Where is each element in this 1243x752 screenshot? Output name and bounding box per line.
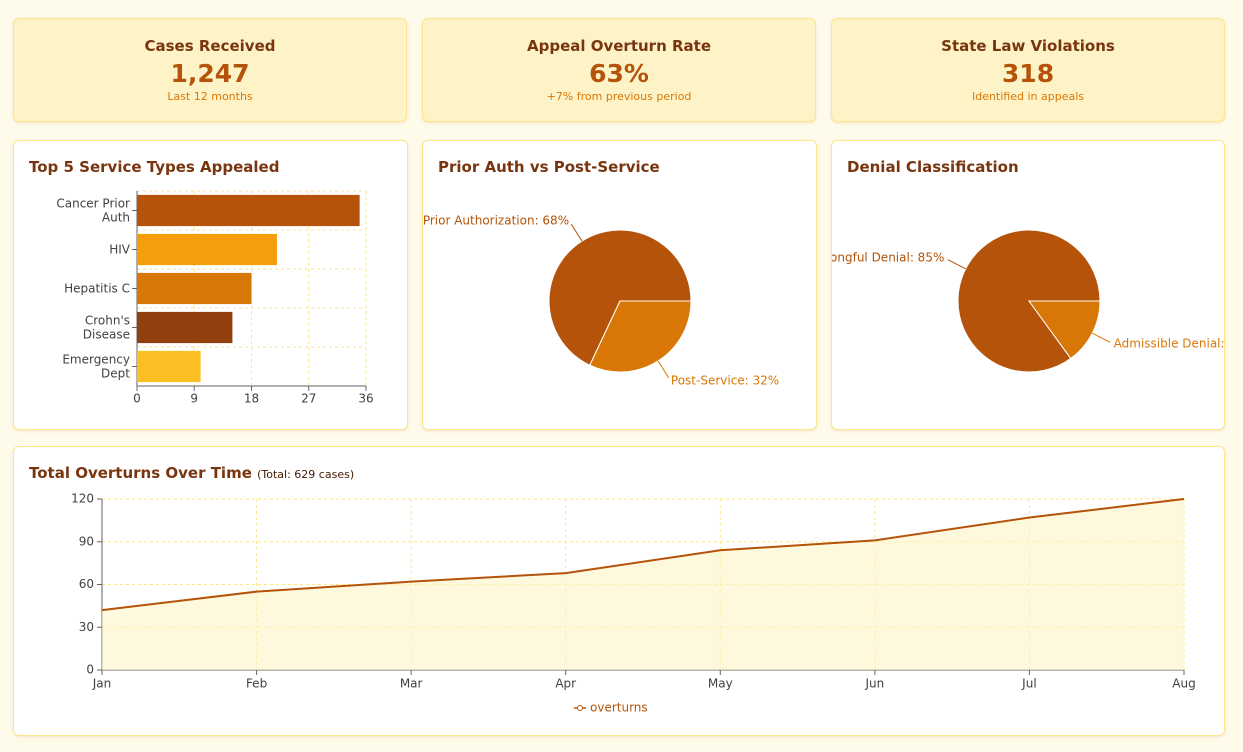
slice-label: Admissible Denial: 15% — [1114, 337, 1225, 351]
x-tick-label: 18 — [244, 392, 259, 406]
chart-card: 0 9 18 27 36 Cancer Prior Auth HIV Hepatitis C Cr… — [13, 140, 408, 430]
y-tick-label: 120 — [71, 492, 94, 506]
y-tick-label: Hepatitis C — [64, 281, 130, 295]
kpi-title: State Law Violations — [941, 37, 1115, 55]
pie-slice — [548, 229, 692, 366]
chart: 0 9 18 27 36 Cancer Prior Auth HIV Hepatitis C Cr… — [56, 190, 374, 406]
label-line — [657, 360, 670, 379]
chart-title: Prior Auth vs Post-Service — [438, 158, 660, 176]
label-line — [947, 259, 966, 270]
y-tick-label: Crohn's Disease — [83, 313, 130, 341]
legend-label: overturns — [590, 701, 648, 715]
x-tick-label: 36 — [358, 392, 373, 406]
slice-label: Post-Service: 32% — [671, 374, 779, 388]
chart-card: Wrongful Denial: 85% Admissible Denial: 1… — [831, 140, 1225, 430]
x-tick-label: Jun — [864, 677, 884, 691]
area — [102, 499, 1184, 670]
pie-slice — [1028, 300, 1101, 360]
x-tick-label: Jul — [1021, 677, 1036, 691]
chart-title-text: Total Overturns Over Time — [29, 464, 252, 482]
kpi-note: Identified in appeals — [971, 90, 1085, 103]
bar — [137, 272, 252, 305]
kpi-value: 1,247 — [170, 59, 250, 88]
y-tick-label: Emergency Dept — [62, 352, 130, 380]
chart-title: Top 5 Service Types Appealed — [29, 158, 280, 176]
x-tick-label: 9 — [190, 392, 198, 406]
x-tick-label: Jan — [92, 677, 112, 691]
chart: Wrongful Denial: 85% Admissible Denial: 1… — [832, 229, 1225, 373]
bar — [137, 194, 360, 227]
y-tick-label: HIV — [109, 242, 131, 256]
bar — [137, 350, 201, 383]
line — [101, 498, 1185, 612]
kpi-card: Cases Received 1,247 Last 12 months — [13, 18, 407, 122]
legend-icon — [577, 705, 583, 711]
chart-title: Denial Classification — [847, 158, 1019, 176]
x-tick-label: Apr — [555, 677, 576, 691]
y-tick-label: Cancer Prior Auth — [56, 196, 130, 224]
x-tick-label: 0 — [133, 392, 141, 406]
bar — [137, 233, 277, 266]
x-tick-label: 27 — [301, 392, 316, 406]
kpi-value: 318 — [1001, 59, 1055, 88]
chart: Prior Authorization: 68% Post-Service: 32… — [423, 213, 779, 388]
slice-label: Wrongful Denial: 85% — [832, 250, 944, 264]
kpi-value: 63% — [589, 59, 649, 88]
y-tick-label: 30 — [79, 620, 94, 634]
y-tick-label: 0 — [86, 663, 94, 677]
chart-card: Prior Authorization: 68% Post-Service: 32… — [422, 140, 817, 430]
y-tick-label: 90 — [79, 534, 94, 548]
kpi-title: Appeal Overturn Rate — [526, 37, 711, 55]
kpi-card: Appeal Overturn Rate 63% +7% from previo… — [422, 18, 816, 122]
x-tick-label: Feb — [246, 677, 267, 691]
x-tick-label: Aug — [1172, 677, 1195, 691]
kpi-title: Cases Received — [144, 37, 276, 55]
label-line — [1092, 332, 1111, 343]
pie-slice — [589, 300, 692, 373]
kpi-note: Last 12 months — [167, 90, 253, 103]
bar — [137, 311, 233, 344]
y-tick-label: 60 — [79, 577, 94, 591]
chart-card: 0 30 60 90 120 Jan Feb Mar Apr May Jun Jul Aug overtu… — [13, 446, 1225, 736]
chart-subtitle: (Total: 629 cases) — [257, 468, 355, 481]
chart: 0 30 60 90 120 Jan Feb Mar Apr May Jun Jul Aug overtu… — [71, 492, 1196, 715]
kpi-note: +7% from previous period — [546, 90, 692, 103]
kpi-card: State Law Violations 318 Identified in a… — [831, 18, 1225, 122]
x-tick-label: May — [708, 677, 733, 691]
slice-label: Prior Authorization: 68% — [423, 213, 569, 227]
x-tick-label: Mar — [400, 677, 423, 691]
label-line — [570, 223, 583, 242]
chart-title: Total Overturns Over Time (Total: 629 ca… — [29, 464, 354, 482]
